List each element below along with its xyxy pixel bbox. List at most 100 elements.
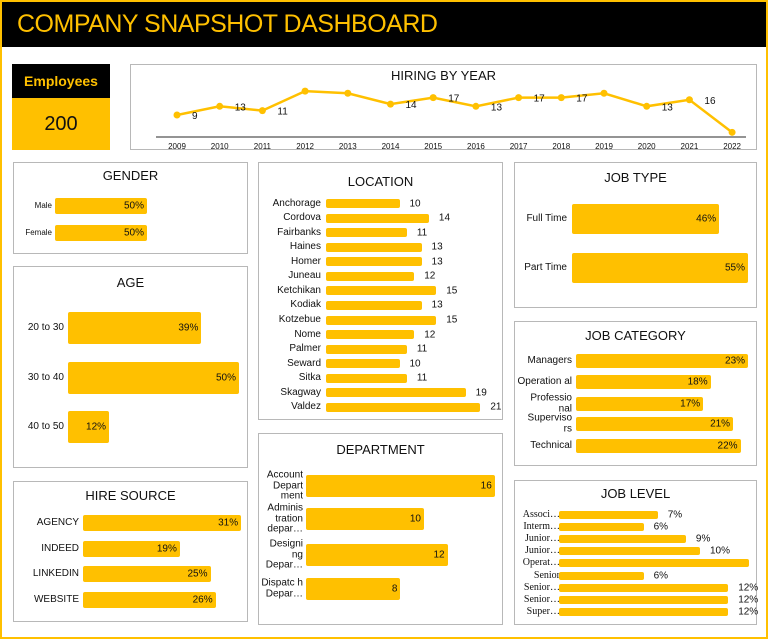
bar [326, 228, 407, 238]
value-label: 26% [192, 594, 213, 606]
value-label: 13 [431, 241, 443, 253]
row-label: 20 to 30 [27, 321, 64, 333]
hire-source-panel: HIRE SOURCE AGENCY 31% INDEED 19% LINKEDIN 25%… [13, 481, 248, 622]
row-label: Valdez [291, 401, 321, 413]
value-label: 17% [680, 398, 701, 410]
bar [306, 508, 424, 530]
bar [83, 592, 216, 608]
data-label: 17 [576, 94, 588, 105]
data-label: 11 [277, 107, 288, 118]
year-tick: 2021 [681, 142, 699, 151]
value-label: 31% [218, 517, 239, 529]
bar [326, 286, 437, 296]
row-label: Managers [527, 354, 572, 366]
row-label: Senior… [523, 593, 560, 605]
year-tick: 2018 [552, 142, 570, 151]
value-label: 21% [710, 418, 731, 430]
bar [306, 475, 495, 497]
data-point [728, 128, 736, 136]
data-point [643, 102, 651, 110]
value-label: 18% [687, 376, 708, 388]
data-point [515, 94, 523, 102]
data-point [387, 100, 394, 108]
year-tick: 2012 [296, 142, 314, 151]
row-label: Seward [287, 357, 321, 369]
value-label: 11 [416, 343, 428, 355]
data-point [216, 102, 224, 110]
job-category-title: JOB CATEGORY [585, 328, 686, 343]
hiring-line-svg: 9 2009 13 2010 11 2011 2012 2013 14 2014 17 2015 13 2… [156, 87, 746, 151]
data-point [600, 89, 608, 97]
row-label: Female [25, 227, 52, 237]
value-label: 25% [187, 568, 208, 580]
data-point [429, 94, 437, 102]
value-label: 10% [710, 545, 731, 557]
year-tick: 2014 [382, 142, 400, 151]
bar [306, 544, 448, 566]
row-label: Adminis tration depar… [267, 502, 303, 535]
value-label: 50% [215, 372, 236, 384]
row-label: Anchorage [272, 197, 321, 209]
location-title: LOCATION [347, 174, 414, 189]
row-label: Professio nal [530, 392, 572, 414]
row-label: Superviso rs [527, 412, 572, 434]
row-label: Account Depart ment [266, 469, 303, 502]
bar [326, 300, 422, 310]
data-label: 17 [448, 94, 460, 105]
data-point [472, 102, 480, 110]
value-label: 12 [433, 549, 445, 561]
bar [326, 344, 407, 354]
bar [326, 213, 429, 223]
dashboard-title: COMPANY SNAPSHOT DASHBOARD [17, 10, 438, 38]
bar [576, 439, 741, 453]
bar [55, 225, 147, 241]
value-label: 12 [424, 329, 436, 341]
job-level-title: JOB LEVEL [600, 486, 671, 501]
header-bar: COMPANY SNAPSHOT DASHBOARD [0, 0, 768, 47]
year-tick: 2020 [638, 142, 656, 151]
job-level-panel: JOB LEVEL Associ… 7% Interm… 6% Junior… 9% Juni… [514, 480, 759, 625]
row-label: Sitka [298, 372, 321, 384]
row-label: Dispatc h Depar… [261, 577, 303, 599]
row-label: Homer [290, 255, 321, 267]
bar [83, 515, 242, 531]
bar [576, 354, 749, 368]
row-label: Kotzebue [278, 313, 321, 325]
row-label: Kodiak [290, 299, 321, 311]
row-label: 40 to 50 [27, 420, 64, 432]
data-point [173, 111, 181, 119]
bar [326, 359, 400, 369]
bar [559, 583, 729, 592]
value-label: 12% [738, 606, 759, 618]
value-label: 39% [178, 322, 199, 334]
data-label: 17 [534, 94, 546, 105]
row-label: AGENCY [36, 516, 79, 528]
bar [326, 242, 422, 252]
bar [559, 547, 700, 556]
job-type-panel: JOB TYPE Full Time 46% Part Time 55% [514, 162, 757, 308]
year-tick: 2013 [339, 142, 357, 151]
bar [326, 257, 422, 267]
bar [326, 271, 415, 281]
gender-title: GENDER [102, 168, 159, 183]
data-point [557, 94, 565, 102]
department-title: DEPARTMENT [336, 442, 425, 457]
value-label: 11 [416, 227, 428, 239]
age-title: AGE [116, 275, 145, 290]
data-point [685, 96, 693, 104]
row-label: LINKEDIN [32, 567, 79, 579]
row-label: Super… [526, 605, 560, 617]
row-label: Full Time [526, 212, 567, 224]
bar [326, 315, 437, 325]
value-label: 13 [431, 256, 443, 268]
row-label: Associ… [522, 508, 560, 520]
value-label: 9% [695, 533, 711, 545]
row-label: Technical [530, 439, 572, 451]
row-label: Senior [533, 569, 560, 581]
row-label: WEBSITE [33, 593, 79, 605]
value-label: 10 [409, 513, 421, 525]
year-tick: 2017 [510, 142, 528, 151]
bar [559, 607, 729, 616]
value-label: 55% [724, 262, 745, 274]
